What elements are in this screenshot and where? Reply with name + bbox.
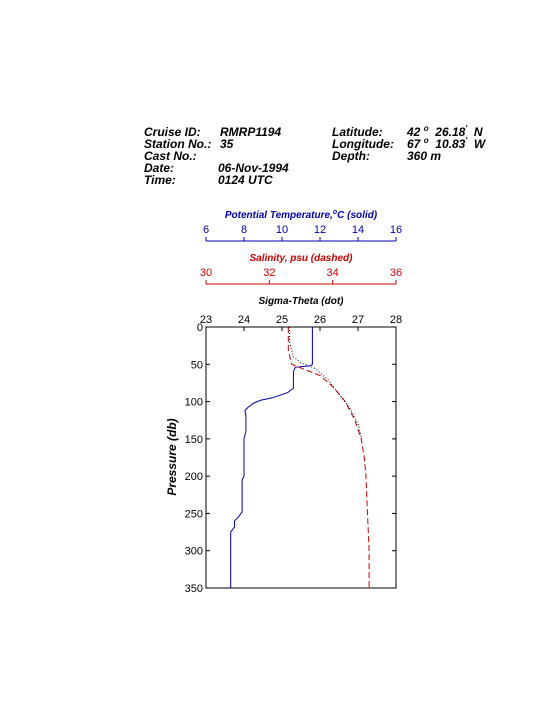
pressure-tick-label: 250 (185, 508, 203, 520)
temperature-axis-label: Potential Temperature,oC (solid) (225, 209, 378, 221)
temperature-tick-label: 8 (241, 224, 247, 236)
temperature-tick-label: 14 (352, 224, 364, 236)
cruise-id-value: RMRP1194 (220, 125, 282, 139)
pressure-tick-label: 100 (185, 397, 203, 409)
pressure-axis-label: Pressure (db) (165, 418, 179, 495)
cruise-id-label: Cruise ID: (144, 125, 201, 139)
date-value: 06-Nov-1994 (218, 161, 289, 175)
time-label: Time: (144, 173, 176, 187)
latitude-label: Latitude: (332, 125, 383, 139)
temperature-tick-label: 12 (314, 224, 326, 236)
depth-label: Depth: (332, 149, 370, 163)
sigma-theta-axis: Sigma-Theta (dot) 23 24 25 26 27 28 (200, 296, 402, 331)
pressure-tick-label: 50 (191, 359, 203, 371)
latitude-degrees: 42 (407, 125, 421, 139)
salinity-tick-label: 36 (390, 267, 402, 279)
latitude-minutes: 26.18 (435, 125, 466, 139)
sigma-tick-label: 28 (390, 314, 402, 326)
pressure-tick-label: 150 (185, 434, 203, 446)
temperature-tick-label: 16 (390, 224, 402, 236)
plot-frame (205, 326, 397, 589)
sigma-tick-label: 25 (276, 314, 288, 326)
date-label: Date: (144, 161, 175, 175)
sigma-tick-label: 23 (200, 314, 212, 326)
pressure-tick-label: 200 (185, 471, 203, 483)
salinity-profile-line (287, 327, 370, 588)
longitude-degree-symbol: o (423, 136, 429, 145)
latitude-hemisphere: N (473, 125, 483, 139)
longitude-value: 67 o 10.83' W (407, 136, 486, 152)
profile-series (230, 327, 370, 588)
temperature-axis: Potential Temperature,oC (solid) 6 8 10 12 1… (203, 209, 402, 242)
temperature-axis-label-sup: o (333, 209, 338, 216)
longitude-hemisphere: W (473, 137, 486, 151)
salinity-axis-label: Salinity, psu (dashed) (250, 253, 354, 264)
pressure-tick-label: 300 (185, 546, 203, 558)
sigma-theta-axis-label: Sigma-Theta (dot) (259, 296, 345, 307)
sigma-tick-label: 26 (314, 314, 326, 326)
salinity-axis: Salinity, psu (dashed) 30 32 34 36 (200, 253, 402, 285)
temperature-axis-label-main: Potential Temperature, (225, 210, 333, 221)
pressure-tick-label: 350 (185, 583, 203, 595)
depth-value: 360 m (407, 149, 442, 163)
longitude-degrees: 67 (407, 137, 421, 151)
station-label: Station No.: (144, 137, 212, 151)
latitude-value: 42 o 26.18' N (407, 124, 483, 140)
time-value: 0124 UTC (218, 173, 273, 187)
latitude-minute-symbol: ' (465, 124, 468, 133)
salinity-tick-label: 32 (263, 267, 275, 279)
longitude-label: Longitude: (332, 137, 394, 151)
salinity-tick-label: 30 (200, 267, 212, 279)
pressure-axis: 0 50 100 150 200 250 300 350 (185, 322, 396, 595)
temperature-tick-label: 6 (203, 224, 209, 236)
longitude-minutes: 10.83 (435, 137, 466, 151)
sigma-profile-line (289, 327, 363, 440)
sigma-tick-label: 24 (238, 314, 250, 326)
temperature-axis-label-tail: C (solid) (337, 210, 378, 221)
station-value: 35 (220, 137, 234, 151)
sigma-tick-label: 27 (352, 314, 364, 326)
pressure-tick-label: 0 (197, 322, 203, 334)
temperature-profile-line (230, 327, 313, 588)
cast-label: Cast No.: (144, 149, 197, 163)
temperature-tick-label: 10 (276, 224, 288, 236)
salinity-tick-label: 34 (327, 267, 339, 279)
latitude-degree-symbol: o (423, 124, 429, 133)
longitude-minute-symbol: ' (465, 136, 468, 145)
